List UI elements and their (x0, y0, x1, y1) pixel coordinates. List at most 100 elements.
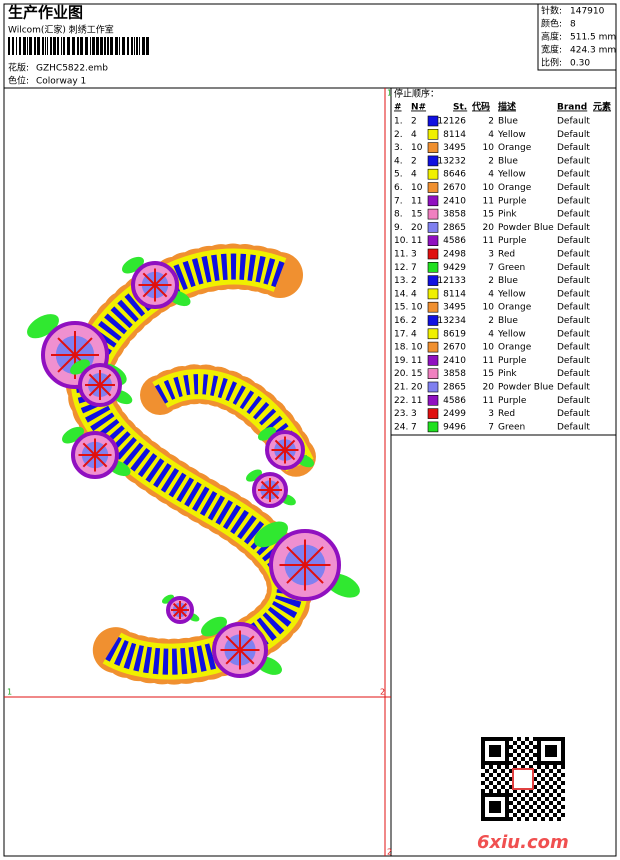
stamen (99, 384, 112, 397)
cell: 15 (483, 210, 494, 220)
qr-module (485, 769, 489, 773)
bar (136, 37, 138, 55)
qr-module (505, 781, 509, 785)
cell: 4 (488, 170, 494, 180)
stamen (82, 442, 96, 456)
cell: Default (557, 383, 590, 393)
cell: Powder Blue (498, 383, 554, 393)
stamen (99, 373, 112, 386)
cell: 21. (394, 383, 408, 393)
qr-module (561, 773, 565, 777)
cell: 2670 (443, 183, 466, 193)
qr-module (549, 817, 553, 821)
cell: 2865 (443, 223, 466, 233)
qr-module (557, 793, 561, 797)
bar (142, 37, 145, 55)
cell: 11 (483, 196, 494, 206)
cell: Red (498, 409, 515, 419)
qr-module (533, 769, 537, 773)
cell: Default (557, 303, 590, 313)
table-title: 停止顺序： (394, 88, 439, 100)
stamen (88, 384, 101, 397)
qr-module (501, 785, 505, 789)
cell: 11 (483, 356, 494, 366)
qr-finder (537, 737, 565, 765)
qr-logo (512, 768, 534, 790)
cell: 10 (411, 303, 423, 313)
bar (47, 37, 48, 55)
color-swatch (427, 368, 439, 380)
cell: 11 (411, 356, 422, 366)
cell: Default (557, 250, 590, 260)
cell: Purple (498, 396, 527, 406)
cell: Default (557, 236, 590, 246)
column-header: # (394, 103, 402, 113)
qr-module (541, 769, 545, 773)
info-label: 颜色: (541, 18, 562, 30)
qr-module (517, 753, 521, 757)
qr-module (521, 757, 525, 761)
qr-module (509, 785, 513, 789)
bar (57, 37, 59, 55)
qr-module (541, 793, 545, 797)
cell: 5. (394, 170, 403, 180)
qr-module (553, 797, 557, 801)
cell: Yellow (497, 170, 526, 180)
color-swatch (427, 208, 439, 220)
cell: Default (557, 210, 590, 220)
bar (16, 37, 17, 55)
cell: 10 (483, 143, 495, 153)
stamen (57, 354, 76, 373)
qr-module (489, 789, 493, 793)
stamen (304, 546, 324, 566)
qr-module (533, 809, 537, 813)
qr-module (545, 789, 549, 793)
cell: 22. (394, 396, 408, 406)
cell: 4586 (443, 396, 466, 406)
stamen (274, 439, 286, 451)
cell: 2499 (443, 409, 466, 419)
qr-module (557, 769, 561, 773)
qr-module (537, 789, 541, 793)
qr-module (529, 765, 533, 769)
cell: Yellow (497, 289, 526, 299)
stamen (269, 489, 280, 500)
cell: 12. (394, 263, 408, 273)
qr-module (489, 781, 493, 785)
qr-module (521, 797, 525, 801)
qr-module (533, 745, 537, 749)
qr-module (505, 789, 509, 793)
cell: 10 (483, 343, 495, 353)
info-label: 比例: (541, 57, 562, 69)
bar (8, 37, 10, 55)
bar (12, 37, 14, 55)
stamen (172, 602, 181, 611)
qr-module (529, 797, 533, 801)
cell: Default (557, 422, 590, 432)
cell: 2 (488, 276, 494, 286)
qr-module (525, 809, 529, 813)
bar (19, 37, 21, 55)
color-swatch (427, 248, 439, 260)
qr-module (549, 785, 553, 789)
cell: 2 (411, 156, 417, 166)
cell: Green (498, 422, 525, 432)
info-value: 424.3 mm (570, 46, 616, 56)
qr-module (521, 749, 525, 753)
embroidery-preview (27, 243, 360, 685)
qr-module (553, 805, 557, 809)
cell: 2 (488, 117, 494, 127)
info-value: 8 (570, 20, 576, 30)
cell: 11 (483, 396, 494, 406)
qr-module (553, 813, 557, 817)
bar (34, 37, 36, 55)
cell: 10 (483, 303, 495, 313)
qr-module (509, 793, 513, 797)
cell: 7 (488, 422, 494, 432)
stamen (154, 272, 168, 286)
bar (139, 37, 140, 55)
qr-module (545, 813, 549, 817)
qr-module (505, 765, 509, 769)
color-swatch (427, 182, 439, 193)
cell: Purple (498, 356, 527, 366)
